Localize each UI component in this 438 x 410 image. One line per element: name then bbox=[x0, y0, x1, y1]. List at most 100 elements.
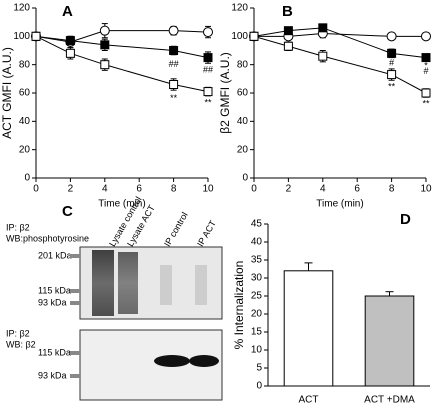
marker bbox=[31, 31, 41, 41]
x-tick-label: 10 bbox=[420, 184, 432, 195]
marker bbox=[283, 26, 293, 36]
x-tick-label: 2 bbox=[286, 184, 292, 195]
bar bbox=[364, 295, 415, 387]
marker bbox=[169, 80, 179, 89]
ladder bbox=[70, 351, 80, 355]
annotation: ** bbox=[422, 99, 430, 109]
x-tick-label: 8 bbox=[171, 184, 177, 195]
marker bbox=[318, 51, 328, 61]
x-tick-label: ACT +DMA bbox=[364, 395, 415, 406]
y-tick-label: 20 bbox=[251, 309, 263, 320]
marker bbox=[169, 46, 179, 55]
kda-label: 201 kDa bbox=[38, 250, 72, 260]
kda-label: 115 kDa bbox=[38, 347, 71, 357]
lane-smear bbox=[118, 252, 138, 314]
marker bbox=[65, 36, 75, 46]
y-tick-label: 0 bbox=[256, 381, 262, 392]
y-tick-label: 120 bbox=[13, 3, 30, 14]
band bbox=[189, 355, 219, 367]
x-tick-label: 6 bbox=[354, 184, 360, 195]
y-tick-label: 100 bbox=[13, 31, 30, 42]
marker bbox=[203, 53, 213, 63]
ladder bbox=[70, 374, 80, 378]
marker bbox=[203, 27, 213, 38]
y-tick-label: 60 bbox=[19, 88, 31, 99]
annotation: ## bbox=[203, 65, 213, 75]
marker bbox=[100, 60, 110, 70]
ip-label: IP: β2 bbox=[6, 328, 30, 338]
marker bbox=[421, 53, 431, 63]
series-line bbox=[35, 35, 209, 59]
lane-label: IP ACT bbox=[195, 218, 218, 248]
y-tick-label: 40 bbox=[251, 237, 263, 248]
marker bbox=[249, 31, 259, 41]
marker bbox=[168, 25, 179, 36]
y-tick-label: 20 bbox=[237, 144, 249, 155]
y-tick-label: 35 bbox=[251, 255, 263, 266]
y-axis-label: β2 GMFI (A.U.) bbox=[218, 52, 232, 134]
y-tick-label: 0 bbox=[242, 173, 248, 184]
marker bbox=[387, 70, 397, 80]
series-line bbox=[35, 35, 209, 93]
x-tick-label: 6 bbox=[136, 184, 142, 195]
y-axis-label: % Internalization bbox=[232, 261, 246, 350]
x-tick-label: 4 bbox=[320, 184, 326, 195]
y-axis-label: ACT GMFI (A.U.) bbox=[0, 47, 14, 139]
series-line bbox=[253, 35, 427, 94]
marker bbox=[283, 41, 293, 51]
annotation: # bbox=[423, 66, 428, 76]
annotation: ** bbox=[388, 82, 396, 92]
y-tick-label: 80 bbox=[19, 59, 31, 70]
kda-label: 93 kDa bbox=[38, 370, 67, 380]
y-tick-label: 40 bbox=[237, 116, 249, 127]
lane-smear bbox=[92, 250, 114, 316]
x-tick-label: 8 bbox=[389, 184, 395, 195]
marker bbox=[386, 31, 397, 42]
panel-letter: B bbox=[282, 3, 293, 20]
annotation: ** bbox=[204, 97, 212, 107]
y-tick-label: 0 bbox=[24, 173, 30, 184]
annotation: # bbox=[389, 58, 394, 68]
bar bbox=[283, 270, 334, 387]
x-tick-label: 4 bbox=[102, 184, 108, 195]
annotation: ** bbox=[170, 93, 178, 103]
lane-smear bbox=[195, 265, 207, 305]
series-line bbox=[253, 27, 427, 59]
y-tick-label: 60 bbox=[237, 88, 249, 99]
marker bbox=[318, 23, 328, 33]
y-tick-label: 20 bbox=[19, 144, 31, 155]
x-axis-label: Time (min) bbox=[316, 199, 363, 210]
series-line bbox=[35, 30, 209, 43]
y-tick-label: 5 bbox=[256, 363, 262, 374]
x-tick-label: 0 bbox=[33, 184, 39, 195]
y-tick-label: 45 bbox=[251, 219, 263, 230]
marker bbox=[65, 48, 75, 58]
y-tick-label: 30 bbox=[251, 273, 263, 284]
x-tick-label: 10 bbox=[202, 184, 214, 195]
ladder bbox=[70, 301, 80, 305]
kda-label: 115 kDa bbox=[38, 285, 71, 295]
marker bbox=[421, 88, 431, 98]
marker bbox=[100, 40, 110, 50]
x-tick-label: 2 bbox=[68, 184, 74, 195]
kda-label: 93 kDa bbox=[38, 297, 67, 307]
y-tick-label: 120 bbox=[231, 3, 248, 14]
panel-letter: C bbox=[62, 203, 73, 220]
annotation: ** bbox=[204, 56, 212, 66]
band bbox=[154, 355, 190, 367]
x-axis-label: Time (min) bbox=[98, 199, 145, 210]
marker bbox=[387, 48, 397, 58]
x-tick-label: 0 bbox=[251, 184, 257, 195]
y-tick-label: 25 bbox=[251, 291, 263, 302]
annotation: ## bbox=[169, 59, 179, 69]
marker bbox=[99, 25, 110, 36]
panel-letter: A bbox=[62, 3, 73, 20]
panel-letter: D bbox=[400, 211, 411, 228]
marker bbox=[203, 87, 213, 97]
y-tick-label: 100 bbox=[231, 31, 248, 42]
ladder bbox=[70, 254, 80, 258]
lane-label: IP control bbox=[162, 210, 190, 248]
annotation: * bbox=[424, 60, 428, 70]
y-tick-label: 80 bbox=[237, 59, 249, 70]
